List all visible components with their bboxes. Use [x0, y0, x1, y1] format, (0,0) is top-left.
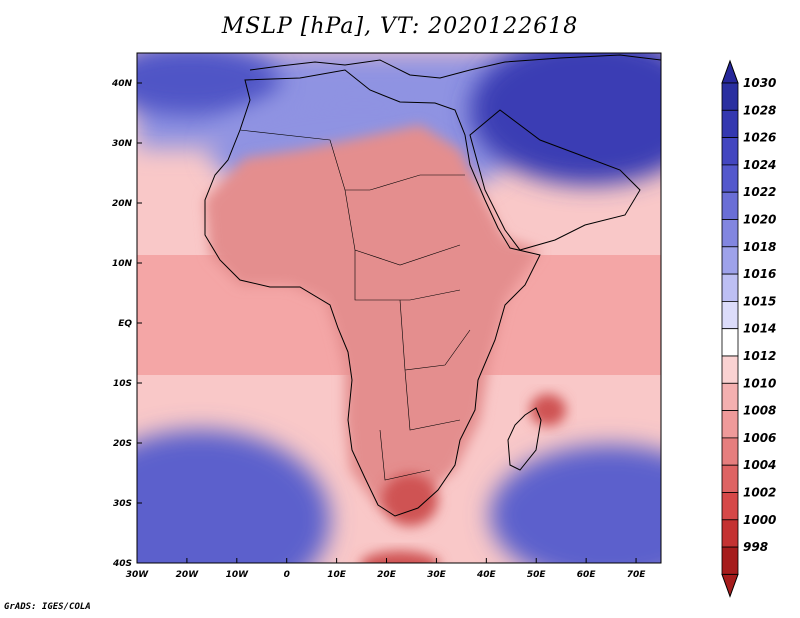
colorbar-top-arrow [721, 59, 739, 84]
colorbar-swatch [721, 164, 739, 193]
colorbar-swatch [721, 464, 739, 493]
colorbar-level-label: 1000 [743, 513, 776, 527]
lon-tick-label: 10E [327, 570, 347, 580]
europe-coastline [249, 54, 661, 79]
lat-tick-label: 10S [113, 379, 132, 389]
axis-ticks: 30W 20W 10W 0 10E 20E 30E 40E 50E 60E 70E 40N 30N 20N… [111, 79, 646, 580]
lon-tick-label: 0 [284, 570, 290, 580]
colorbar-level-label: 1004 [743, 458, 776, 472]
azores-high [137, 53, 280, 115]
grads-credit: GrADS: IGES/COLA [4, 602, 91, 612]
colorbar-level-label: 1018 [743, 240, 776, 254]
colorbar-level-label: 1016 [743, 267, 776, 281]
colorbar-level-label: 1014 [743, 322, 776, 336]
lat-tick-label: 30S [113, 499, 132, 509]
colorbar-bottom-arrow [721, 573, 739, 598]
colorbar-level-label: 1002 [743, 486, 776, 500]
colorbar-swatch [721, 273, 739, 302]
lon-tick-label: 30W [126, 570, 150, 580]
colorbar-swatch [721, 191, 739, 220]
colorbar-swatch [721, 300, 739, 330]
arabia-coastline [469, 109, 641, 251]
lon-tick-label: 20W [176, 570, 200, 580]
colorbar-swatch [721, 246, 739, 275]
lat-tick-label: 30N [112, 139, 133, 149]
lon-tick-label: 10W [226, 570, 250, 580]
colorbar-swatch [721, 382, 739, 411]
colorbar-level-label: 1028 [743, 103, 776, 117]
colorbar-swatch [721, 546, 739, 575]
colorbar-swatch [721, 219, 739, 248]
kalahari-low [382, 474, 438, 526]
madagascar-coastline [507, 407, 542, 471]
colorbar-level-label: 1006 [743, 431, 776, 445]
colorbar: 1030 1028 1026 1024 1022 1020 1018 1016 1015 1014… [721, 59, 776, 598]
colorbar-level-label: 1030 [743, 76, 776, 90]
africa-coastline [204, 69, 541, 517]
south-atlantic-high [137, 430, 330, 563]
plot-frame [136, 52, 662, 564]
colorbar-level-label: 998 [743, 540, 768, 554]
map-title: MSLP [hPa], VT: 2020122618 [221, 14, 579, 39]
lat-tick-label: 40S [112, 559, 132, 569]
agulhas-low [360, 551, 440, 563]
colorbar-level-label: 1012 [743, 349, 776, 363]
lon-tick-label: 70E [627, 570, 647, 580]
madagascar-low [530, 394, 566, 426]
arabia-high [470, 53, 661, 185]
lat-tick-label: 40N [111, 79, 133, 89]
lon-tick-label: 60E [577, 570, 597, 580]
colorbar-swatch [721, 109, 739, 139]
africa-low-shading [205, 125, 540, 510]
lon-tick-label: 20E [377, 570, 397, 580]
lon-tick-label: 30E [427, 570, 447, 580]
lat-tick-label: 10N [112, 259, 133, 269]
colorbar-swatch [721, 355, 739, 384]
colorbar-swatch [721, 437, 739, 466]
colorbar-level-label: 1024 [743, 158, 776, 172]
colorbar-swatch [721, 328, 739, 357]
coastlines [204, 54, 661, 517]
lat-tick-label: 20S [113, 439, 132, 449]
colorbar-swatch [721, 82, 739, 111]
colorbar-swatch [721, 492, 739, 521]
south-indian-high [490, 445, 661, 563]
lat-tick-label: EQ [118, 319, 132, 329]
inner-borders [239, 129, 471, 481]
colorbar-level-label: 1010 [743, 376, 776, 390]
colorbar-level-label: 1015 [743, 294, 776, 308]
colorbar-swatch [721, 519, 739, 548]
lon-tick-label: 50E [527, 570, 547, 580]
colorbar-swatch [721, 137, 739, 166]
pressure-field [137, 53, 661, 563]
lat-tick-label: 20N [112, 199, 133, 209]
colorbar-swatch [721, 410, 739, 439]
colorbar-level-label: 1020 [743, 213, 776, 227]
colorbar-level-label: 1026 [743, 131, 776, 145]
colorbar-level-label: 1008 [743, 404, 776, 418]
colorbar-level-label: 1022 [743, 185, 776, 199]
lon-tick-label: 40E [476, 570, 497, 580]
